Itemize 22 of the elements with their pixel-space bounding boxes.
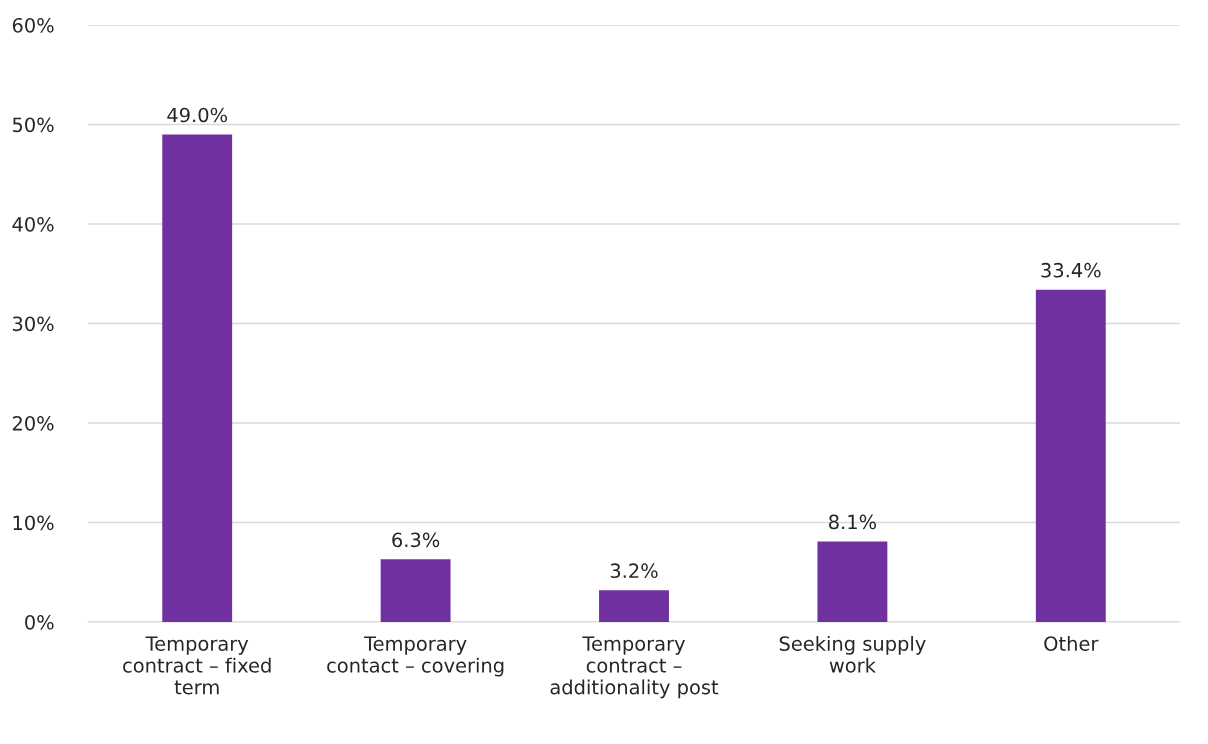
y-tick-label: 60% (12, 17, 54, 33)
bar (599, 590, 669, 622)
x-tick-label: Temporary contact – covering (327, 636, 504, 677)
y-tick-label: 40% (12, 216, 54, 232)
x-tick-label: Seeking supply work (779, 635, 926, 673)
bar (1035, 289, 1106, 622)
data-label: 6.3% (392, 532, 440, 548)
bar (162, 134, 233, 622)
bar (380, 559, 451, 622)
x-tick-label: Temporary contract – fixed term (123, 636, 271, 695)
y-tick-label: 20% (12, 415, 54, 431)
data-label: 33.4% (1041, 262, 1101, 278)
x-tick-label: Other (1044, 635, 1099, 651)
y-tick-label: 50% (12, 117, 54, 133)
data-label: 8.1% (829, 514, 877, 530)
x-tick-label: Temporary contract – additionality post (550, 636, 719, 699)
y-tick-label: 0% (25, 614, 54, 630)
bar (817, 541, 888, 622)
y-tick-label: 10% (13, 515, 54, 531)
y-tick-label: 30% (12, 316, 54, 332)
data-label: 3.2% (610, 563, 658, 579)
data-label: 49.0% (167, 107, 228, 123)
